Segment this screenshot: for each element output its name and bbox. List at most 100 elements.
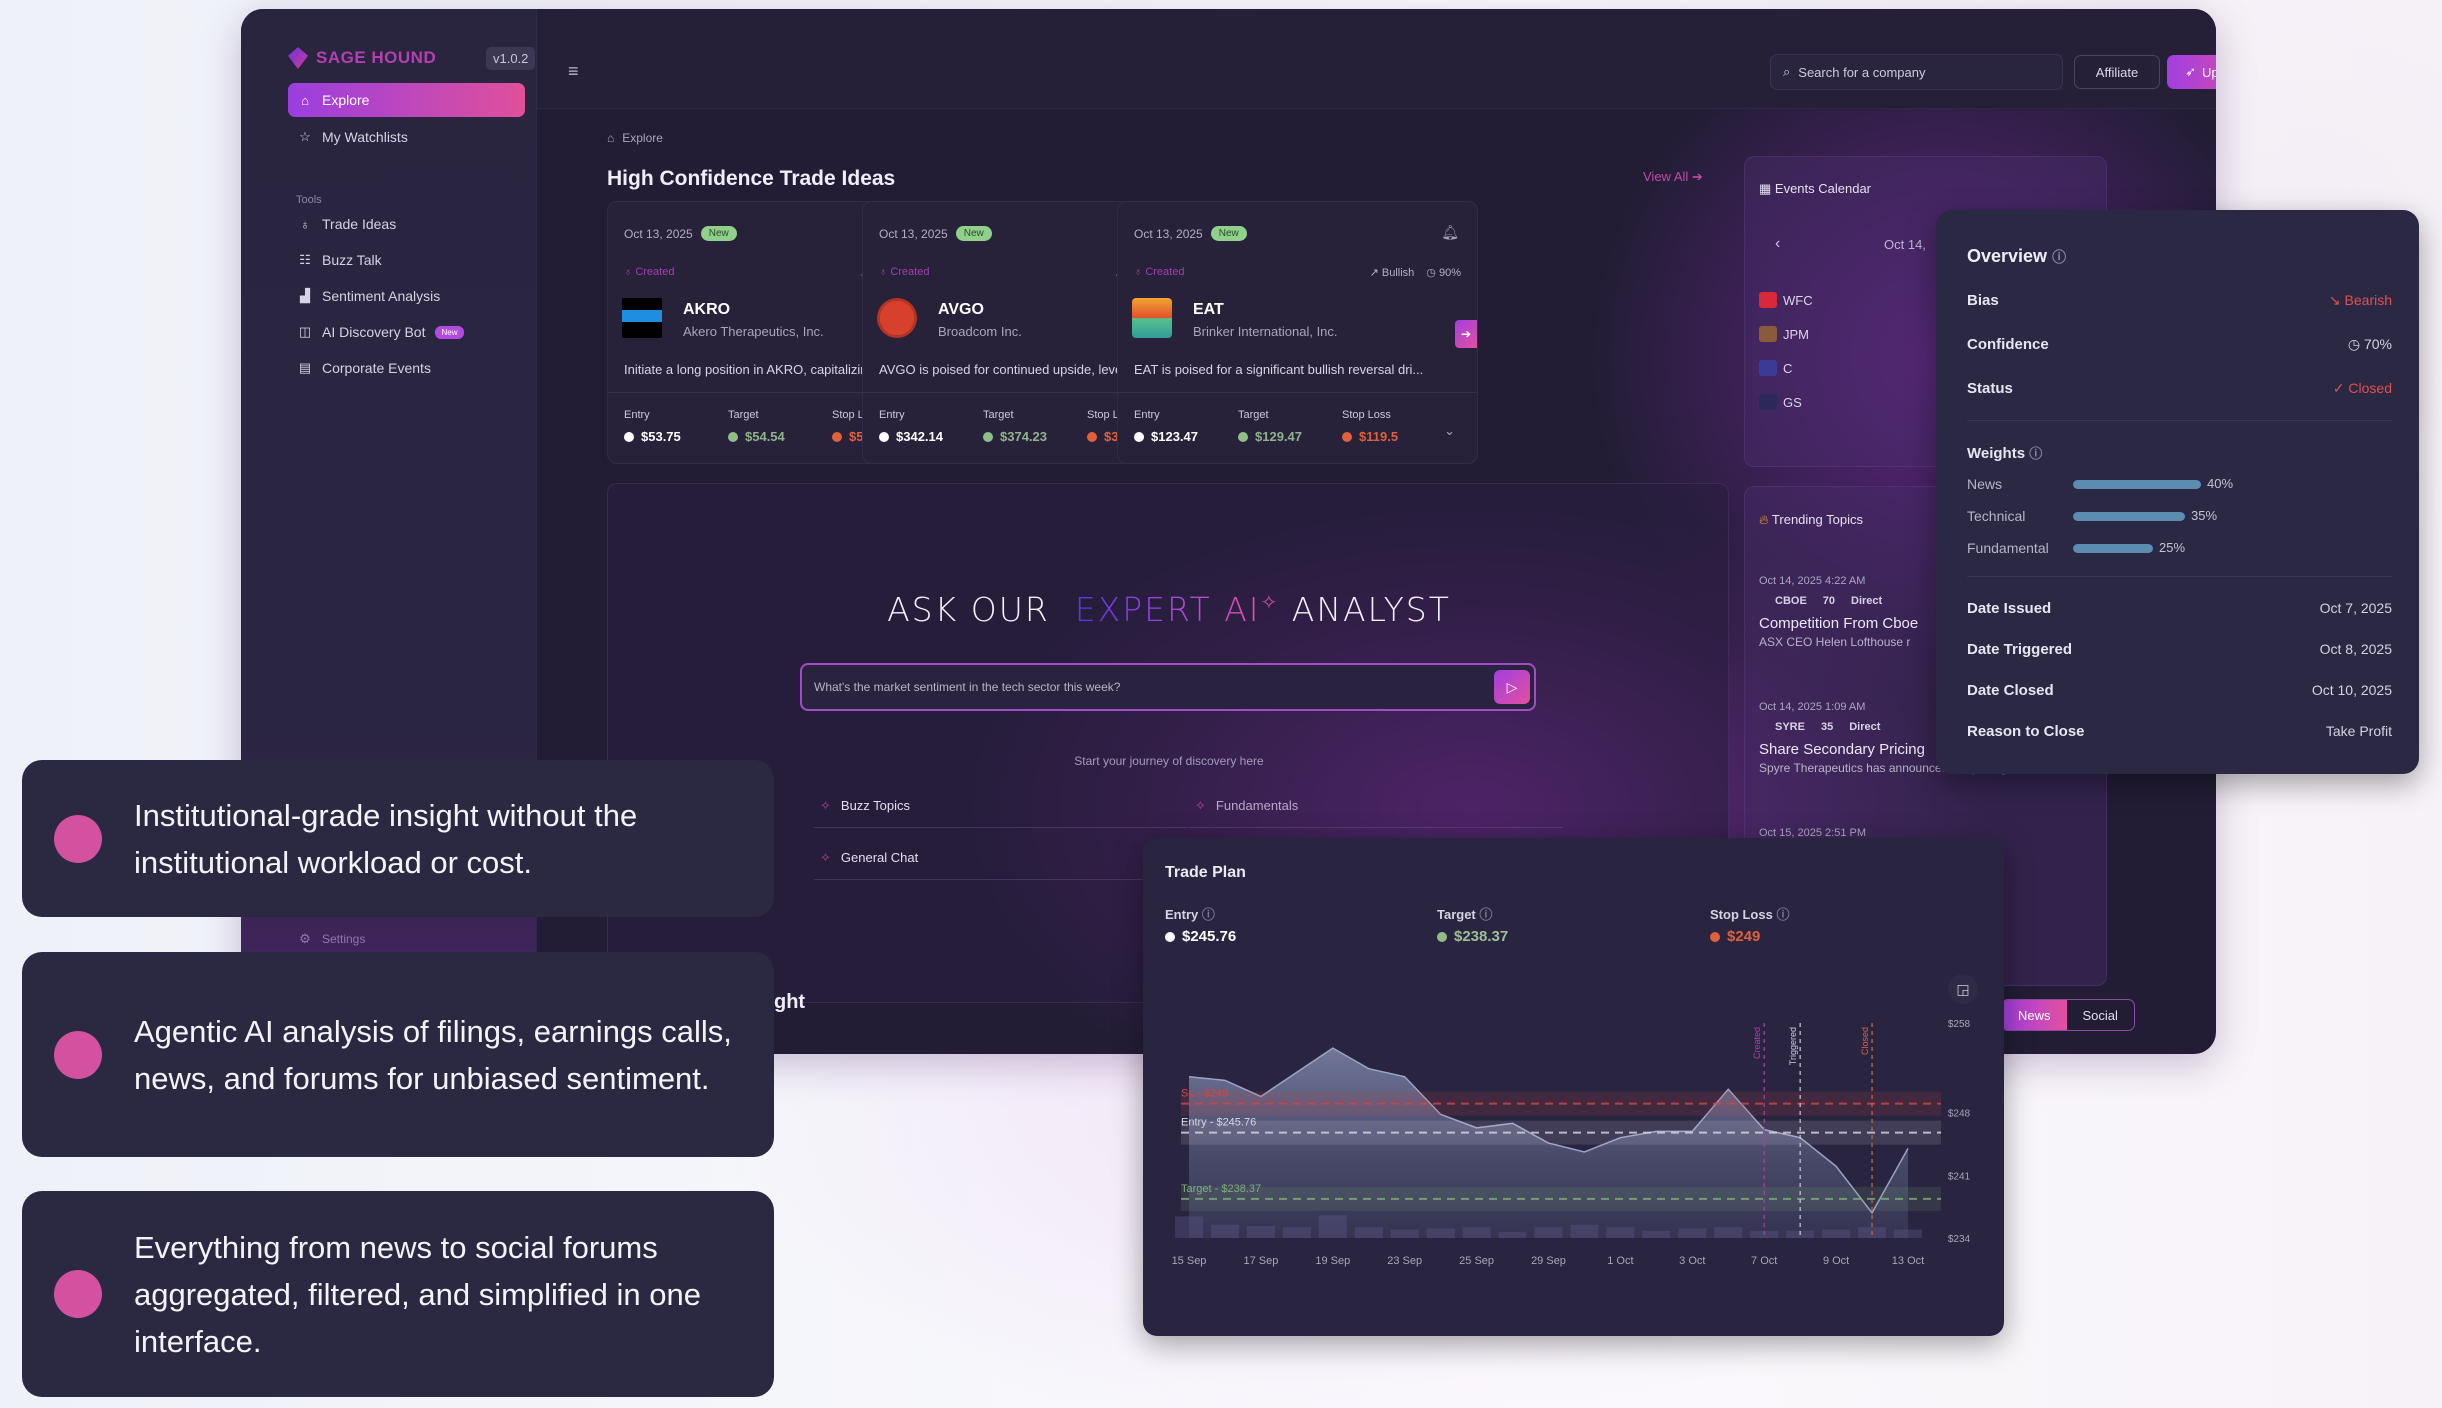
trending-title-text: Trending Topics bbox=[1771, 512, 1863, 527]
company-logo bbox=[1759, 326, 1777, 342]
check-icon: ✓ bbox=[2332, 380, 2349, 396]
menu-toggle-icon[interactable]: ≡ bbox=[568, 61, 579, 81]
search-input[interactable]: ⌕ Search for a company bbox=[1770, 54, 2063, 90]
calendar-event-item[interactable]: C bbox=[1759, 353, 1909, 383]
target-dot bbox=[1238, 431, 1248, 442]
upgrade-button[interactable]: ➶ Upgrade bbox=[2167, 55, 2216, 89]
ticker: EAT bbox=[1193, 301, 1224, 318]
search-placeholder: Search for a company bbox=[1798, 64, 1926, 80]
card-meta: ↗ Bullish ◷ 90% bbox=[1370, 266, 1461, 279]
overview-row-label: Confidence bbox=[1967, 336, 2049, 353]
ticker: AKRO bbox=[683, 301, 731, 318]
new-badge: New bbox=[435, 325, 464, 339]
company-logo bbox=[1759, 292, 1777, 308]
event-marker-label: Triggered bbox=[1788, 1027, 1798, 1065]
bell-icon[interactable]: 🔔︎ bbox=[1441, 224, 1459, 240]
card-date: Oct 13, 2025 New bbox=[879, 226, 992, 241]
info-icon[interactable]: ⓘ bbox=[2052, 249, 2067, 265]
sidebar-item-settings[interactable]: ⚙ Settings bbox=[288, 922, 525, 956]
overview-row-value: ↘ Bearish bbox=[2329, 292, 2392, 309]
settings-icon: ⚙ bbox=[299, 931, 311, 946]
bullet-dot bbox=[54, 1030, 102, 1079]
tools-section-label: Tools bbox=[296, 194, 322, 206]
tab-social[interactable]: Social bbox=[2082, 1007, 2118, 1023]
weight-percent: 35% bbox=[2191, 508, 2218, 523]
calendar-event-item[interactable]: GS bbox=[1759, 387, 1909, 417]
sidebar-item-corporate-events[interactable]: ▤ Corporate Events bbox=[288, 351, 525, 385]
send-button[interactable]: ▷ bbox=[1494, 670, 1530, 704]
x-tick-label: 3 Oct bbox=[1679, 1255, 1705, 1267]
confidence-text: 90% bbox=[1438, 267, 1461, 279]
calendar-prev-icon[interactable]: ‹ bbox=[1775, 235, 1781, 252]
suggestion-general-chat[interactable]: ✧ General Chat bbox=[814, 836, 1188, 880]
affiliate-button[interactable]: Affiliate bbox=[2074, 55, 2160, 89]
ask-input[interactable]: What's the market sentiment in the tech … bbox=[800, 663, 1536, 711]
calendar-event-item[interactable]: JPM bbox=[1759, 319, 1909, 349]
chart-icon: ▟ bbox=[300, 288, 310, 303]
overview-popup: Overview ⓘ Bias ↘ Bearish Confidence ◷ 70… bbox=[1936, 210, 2419, 774]
sidebar-item-ai-discovery-bot[interactable]: ◫ AI Discovery Bot New bbox=[288, 315, 525, 349]
info-icon[interactable]: ⓘ bbox=[2029, 446, 2043, 461]
gauge-icon: ◷ bbox=[2347, 336, 2364, 352]
feature-card: Agentic AI analysis of filings, earnings… bbox=[22, 952, 774, 1157]
level-label: Target - $238.37 bbox=[1181, 1183, 1261, 1195]
overview-value-text: Closed bbox=[2348, 380, 2392, 396]
weight-label: Fundamental bbox=[1967, 540, 2049, 556]
info-icon[interactable]: ⓘ bbox=[1479, 907, 1493, 922]
x-tick-label: 15 Sep bbox=[1172, 1255, 1207, 1267]
trade-idea-card[interactable]: Oct 13, 2025 New 🔔︎ ♁ Created ↗ Bullish ◷ … bbox=[1117, 201, 1478, 464]
overview-title-text: Overview bbox=[1967, 246, 2048, 266]
sidebar-item-watchlists[interactable]: ☆ My Watchlists bbox=[288, 120, 525, 154]
sidebar-item-sentiment-analysis[interactable]: ▟ Sentiment Analysis bbox=[288, 279, 525, 313]
suggestion-buzz-topics[interactable]: ✧ Buzz Topics bbox=[814, 784, 1188, 828]
chevron-down-icon[interactable]: ⌄ bbox=[1444, 423, 1455, 438]
stop-loss-dot bbox=[1710, 931, 1720, 942]
brand-logo[interactable]: SAGE HOUND bbox=[288, 47, 436, 69]
breadcrumb-item[interactable]: Explore bbox=[622, 131, 663, 145]
event-marker-label: Closed bbox=[1860, 1027, 1870, 1055]
entry-dot bbox=[879, 431, 889, 442]
stop-loss-label-text: Stop Loss bbox=[1710, 907, 1773, 922]
page-title: High Confidence Trade Ideas bbox=[607, 167, 896, 190]
date-row-value: Oct 8, 2025 bbox=[2319, 641, 2392, 657]
sidebar-item-explore[interactable]: ⌂ Explore bbox=[288, 83, 525, 117]
calendar-event-item[interactable]: WFC bbox=[1759, 285, 1909, 315]
upgrade-label: Upgrade bbox=[2202, 64, 2216, 80]
sidebar-item-label: Trade Ideas bbox=[322, 216, 397, 232]
entry-label: Entry ⓘ bbox=[1165, 904, 1215, 923]
x-tick-label: 9 Oct bbox=[1823, 1255, 1849, 1267]
calendar-ticker: GS bbox=[1783, 394, 1802, 410]
trending-item[interactable]: Oct 15, 2025 2:51 PM bbox=[1759, 827, 2106, 839]
company-logo bbox=[622, 298, 662, 338]
stop-loss-value-text: $249 bbox=[1727, 928, 1761, 945]
trending-item[interactable]: Oct 14, 2025 4:22 AM CBOE 70 Direct Competi… bbox=[1759, 575, 2106, 649]
view-all-link[interactable]: View All ➔ bbox=[1643, 169, 1703, 185]
ask-heading-part: ANALYST bbox=[1291, 590, 1451, 629]
x-tick-label: 17 Sep bbox=[1243, 1255, 1278, 1267]
sparkle-icon: ✧ bbox=[820, 849, 831, 865]
suggestion-fundamentals[interactable]: ✧ Fundamentals bbox=[1189, 784, 1563, 828]
entry-value-text: $53.75 bbox=[641, 429, 681, 444]
stop-loss-dot bbox=[1087, 431, 1097, 442]
info-icon[interactable]: ⓘ bbox=[1201, 907, 1215, 922]
sidebar-item-buzz-talk[interactable]: ☷ Buzz Talk bbox=[288, 243, 525, 277]
tab-news[interactable]: News bbox=[2002, 1000, 2067, 1030]
next-arrow-button[interactable]: ➔ bbox=[1455, 320, 1477, 348]
card-date-text: Oct 13, 2025 bbox=[624, 226, 693, 241]
target-label: Target bbox=[1238, 409, 1269, 421]
overview-row-label: Bias bbox=[1967, 292, 1999, 309]
trending-title: 🔥︎ Trending Topics bbox=[1759, 512, 1863, 528]
sidebar-item-trade-ideas[interactable]: ♁ Trade Ideas bbox=[288, 207, 525, 241]
new-badge: New bbox=[700, 226, 737, 241]
weight-percent: 40% bbox=[2207, 476, 2234, 491]
chart-type-icon[interactable]: ◲ bbox=[1948, 974, 1978, 1004]
info-icon[interactable]: ⓘ bbox=[1776, 907, 1790, 922]
entry-label: Entry bbox=[879, 409, 905, 421]
status-badge: ♁ Created bbox=[624, 266, 674, 278]
suggestion-label: Fundamentals bbox=[1215, 798, 1299, 813]
target-dot bbox=[983, 431, 993, 442]
company-logo bbox=[877, 298, 917, 338]
home-icon: ⌂ bbox=[301, 92, 309, 108]
ticker-tag: CBOE bbox=[1775, 595, 1807, 607]
stop-loss-label: Stop Loss ⓘ bbox=[1710, 904, 1789, 923]
